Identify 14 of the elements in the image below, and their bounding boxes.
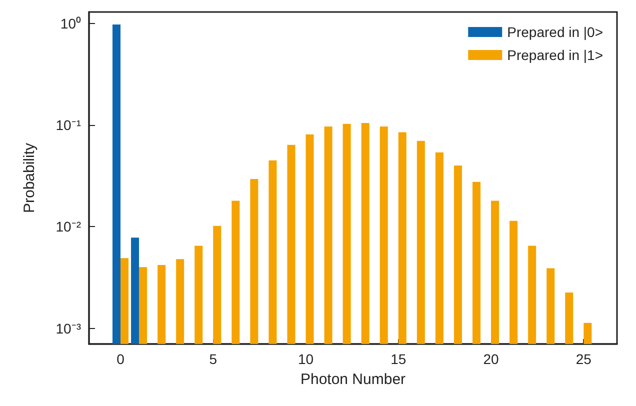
- legend-label: Prepared in |1>: [507, 47, 604, 63]
- x-axis-title: Photon Number: [300, 371, 406, 388]
- legend-label: Prepared in |0>: [507, 24, 604, 40]
- y-tick-label: 10⁻³: [56, 320, 82, 336]
- x-tick-label: 20: [483, 351, 500, 367]
- y-axis-title: Probability: [21, 142, 38, 214]
- x-tick-label: 0: [116, 351, 125, 367]
- y-tick-label: 10⁰: [60, 16, 81, 32]
- x-tick-label: 5: [209, 351, 218, 367]
- x-tick-label: 15: [390, 351, 406, 367]
- x-tick-label: 25: [576, 351, 592, 367]
- y-tick-label: 10⁻¹: [56, 117, 82, 134]
- x-tick-label: 10: [298, 351, 314, 367]
- y-tick-label: 10⁻²: [56, 218, 82, 235]
